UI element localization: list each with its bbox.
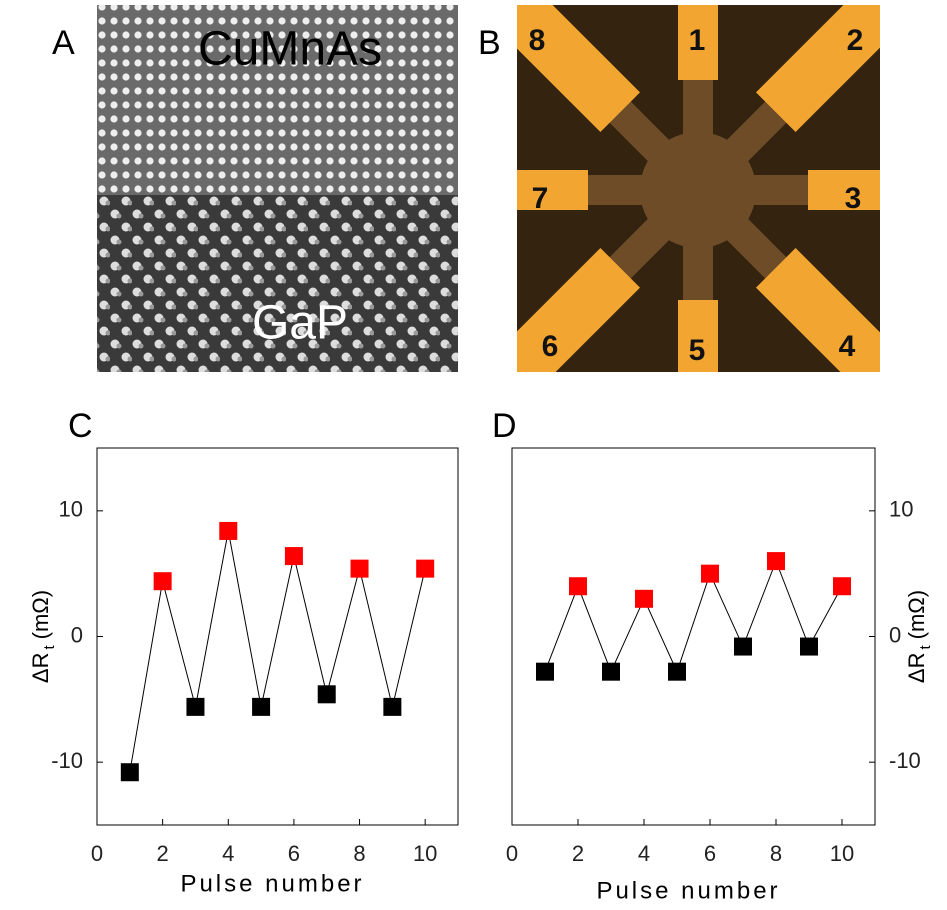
data-point — [153, 572, 172, 591]
charts: C 0 2 4 6 8 10 -10 0 10 Pulse number ΔR t (mΩ) D 0 2 4 6 8 1… — [28, 407, 934, 904]
contact-number: 8 — [529, 24, 546, 57]
y-axis-label-subscript: t — [41, 645, 58, 650]
y-tick-label: 0 — [889, 622, 901, 647]
y-tick-label: -10 — [889, 748, 921, 773]
y-tick-label: 10 — [59, 497, 83, 522]
x-tick-label: 4 — [638, 841, 650, 866]
plot-frame — [511, 447, 876, 826]
y-axis-label: ΔR t (mΩ) — [904, 590, 934, 683]
data-point — [219, 521, 238, 540]
x-tick-label: 0 — [91, 841, 103, 866]
y-axis-label-main: ΔR — [28, 653, 53, 684]
data-point — [602, 662, 620, 681]
stem-image — [97, 5, 458, 372]
y-axis-label-unit: (mΩ) — [28, 590, 53, 639]
data-point — [668, 662, 686, 681]
panel-label: D — [492, 407, 517, 445]
data-line — [544, 559, 843, 674]
x-tick-label: 10 — [830, 841, 854, 866]
panel-label: A — [52, 24, 75, 62]
panel-label: B — [478, 24, 501, 62]
data-point — [350, 559, 369, 578]
y-tick-label: -10 — [51, 748, 83, 773]
data-point — [383, 697, 402, 716]
x-tick-label: 6 — [288, 841, 300, 866]
y-axis-label: ΔR t (mΩ) — [28, 590, 58, 683]
data-point — [536, 662, 554, 681]
y-axis-label-unit: (mΩ) — [904, 590, 929, 639]
contact-number: 1 — [689, 24, 706, 57]
x-tick-label: 10 — [413, 841, 437, 866]
x-tick-label: 2 — [157, 841, 169, 866]
data-point — [569, 577, 587, 596]
x-tick-label: 8 — [353, 841, 365, 866]
x-tick-label: 2 — [572, 841, 584, 866]
contact-number: 6 — [542, 330, 559, 363]
contact-number: 3 — [845, 182, 862, 215]
data-point — [701, 564, 719, 583]
y-tick-label: 0 — [71, 622, 83, 647]
contact-number: 5 — [689, 334, 706, 367]
layer-label: GaP — [252, 297, 348, 350]
x-tick-label: 4 — [222, 841, 234, 866]
data-point — [284, 547, 303, 566]
device-image — [517, 5, 880, 372]
layer-label: CuMnAs — [198, 23, 382, 76]
contact-number: 7 — [532, 182, 549, 215]
x-axis-label: Pulse number — [596, 877, 780, 904]
data-point — [767, 552, 785, 571]
chart: C 0 2 4 6 8 10 -10 0 10 Pulse number ΔR t (mΩ) — [28, 407, 459, 897]
data-point — [186, 697, 205, 716]
contact-number: 2 — [847, 24, 864, 57]
data-point — [635, 589, 653, 608]
panel-label: C — [68, 407, 93, 445]
x-tick-label: 0 — [506, 841, 518, 866]
x-tick-label: 6 — [704, 841, 716, 866]
data-point — [317, 685, 336, 704]
data-point — [833, 577, 851, 596]
chart: D 0 2 4 6 8 10 -10 0 10 Pulse number ΔR t (mΩ) — [492, 407, 934, 904]
data-point — [252, 697, 271, 716]
data-line — [129, 530, 426, 773]
y-tick-label: 10 — [889, 497, 913, 522]
x-axis-label: Pulse number — [180, 870, 364, 897]
y-axis-label-subscript: t — [917, 645, 934, 650]
data-point — [800, 637, 818, 656]
plot-frame — [96, 447, 459, 826]
contact-number: 4 — [839, 330, 856, 363]
data-point — [416, 559, 435, 578]
data-point — [120, 763, 139, 782]
y-axis-label-main: ΔR — [904, 653, 929, 684]
x-tick-label: 8 — [770, 841, 782, 866]
data-point — [734, 637, 752, 656]
